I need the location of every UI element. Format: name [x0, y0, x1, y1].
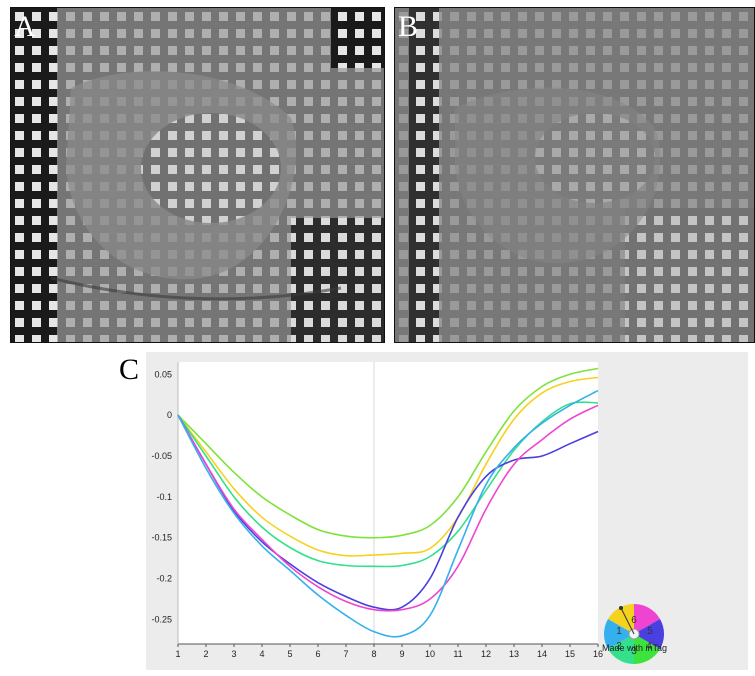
- image-panel-a: [10, 7, 385, 343]
- series-line-6: [177, 389, 599, 638]
- legend-wheel-number: 1: [616, 626, 622, 637]
- line-chart: 0.050-0.05-0.1-0.15-0.2-0.251 2 3 4 5 6 7 8 9 10 1…: [151, 362, 665, 664]
- legend-wheel-number: 6: [631, 615, 637, 626]
- x-tick-label: 15: [565, 649, 575, 659]
- legend-wheel-number: 3: [631, 646, 637, 657]
- x-tick-label: 13: [509, 649, 519, 659]
- y-tick-label: 0: [167, 410, 172, 420]
- x-tick-label: 14: [537, 649, 547, 659]
- y-tick-label: -0.25: [151, 614, 172, 624]
- y-tick-label: -0.15: [151, 533, 172, 543]
- legend-wheel-number: 2: [616, 641, 622, 652]
- x-tick-label: 2: [203, 649, 208, 659]
- x-tick-label: 7: [343, 649, 348, 659]
- grid-pattern-image-b: [395, 8, 754, 342]
- y-tick-label: -0.1: [156, 492, 172, 502]
- legend-wheel-number: 4: [646, 641, 652, 652]
- x-tick-label: 16: [593, 649, 603, 659]
- legend-caption: Made with inTag: [602, 643, 668, 653]
- x-tick-label: 5: [287, 649, 292, 659]
- legend-wheel-segment: [634, 634, 660, 664]
- y-tick-label: -0.2: [156, 574, 172, 584]
- legend-wheel-segment: [608, 634, 634, 664]
- image-panel-b: [394, 7, 755, 343]
- series-line-5: [177, 404, 599, 612]
- y-tick-label: 0.05: [154, 369, 172, 379]
- y-tick-label: -0.05: [151, 451, 172, 461]
- grid-pattern-image-a: [11, 8, 384, 342]
- series-line-4: [177, 414, 599, 611]
- legend-wheel-pointer-dot: [619, 606, 623, 610]
- x-tick-label: 10: [425, 649, 435, 659]
- legend-wheel-segment: [634, 619, 665, 649]
- legend-wheel-pointer: [620, 607, 635, 635]
- panel-label-c: C: [119, 353, 140, 386]
- x-tick-label: 12: [481, 649, 491, 659]
- x-tick-label: 4: [259, 649, 264, 659]
- panel-label-a: A: [14, 10, 36, 43]
- legend-wheel-segment: [608, 604, 634, 634]
- x-tick-label: 3: [231, 649, 236, 659]
- x-tick-label: 9: [399, 649, 404, 659]
- legend-wheel-segment: [634, 604, 660, 634]
- legend-wheel-segment: [603, 619, 634, 649]
- plot-area: [178, 362, 598, 644]
- x-tick-label: 1: [175, 649, 180, 659]
- series-line-2: [177, 376, 599, 557]
- x-tick-label: 11: [453, 649, 462, 659]
- panel-label-b: B: [398, 10, 419, 43]
- legend-wheel-number: 5: [647, 626, 653, 637]
- x-tick-label: 6: [315, 649, 320, 659]
- series-line-1: [177, 367, 599, 539]
- chart-panel-c: 0.05 0 -0.05 -0.1 -0.15 -0.2 -0.25 1 2 3 4 5 6 7 8 9 10 1…: [146, 352, 748, 670]
- x-tick-label: 8: [371, 649, 376, 659]
